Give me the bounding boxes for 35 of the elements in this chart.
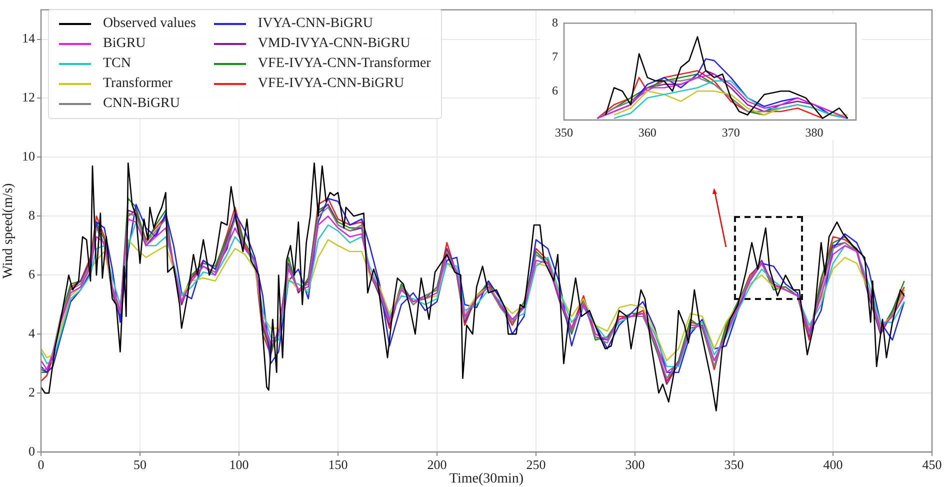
x-tick-label: 300 <box>625 457 645 472</box>
legend-label: VFE-IVYA-CNN-Transformer <box>258 56 431 72</box>
x-tick-label: 250 <box>526 457 546 472</box>
x-tick-label: 350 <box>555 125 573 140</box>
legend-label: VFE-IVYA-CNN-BiGRU <box>258 76 404 92</box>
legend-label: VMD-IVYA-CNN-BiGRU <box>258 36 410 52</box>
x-tick-label: 150 <box>328 457 348 472</box>
x-tick-label: 400 <box>823 457 843 472</box>
y-tick-label: 6 <box>552 83 558 98</box>
y-tick-label: 12 <box>22 90 35 105</box>
x-tick-label: 100 <box>229 457 249 472</box>
x-axis-title: Time(30min) <box>449 471 524 486</box>
x-tick-label: 380 <box>805 125 824 140</box>
legend-label: BiGRU <box>103 36 146 52</box>
y-tick-label: 8 <box>28 208 35 223</box>
x-tick-label: 360 <box>638 125 656 140</box>
y-tick-label: 4 <box>28 326 36 340</box>
y-tick-label: 10 <box>22 148 35 164</box>
y-tick-label: 14 <box>22 30 36 46</box>
x-tick-label: 370 <box>722 125 740 140</box>
y-tick-label: 8 <box>552 15 558 30</box>
legend-label: Transformer <box>103 76 172 92</box>
x-tick-label: 50 <box>134 457 146 472</box>
legend-label: CNN-BiGRU <box>103 96 180 112</box>
x-tick-label: 200 <box>427 457 447 472</box>
legend-label: Observed values <box>103 16 196 32</box>
y-tick-label: 0 <box>28 443 35 458</box>
y-tick-label: 6 <box>28 266 36 282</box>
y-tick-label: 7 <box>552 49 558 64</box>
x-tick-label: 450 <box>922 457 942 472</box>
y-tick-label: 2 <box>28 384 35 400</box>
legend-label: TCN <box>103 56 131 72</box>
x-tick-label: 350 <box>724 457 744 472</box>
legend-label: IVYA-CNN-BiGRU <box>258 16 374 32</box>
y-axis-title: Wind speed(m/s) <box>1 182 16 279</box>
